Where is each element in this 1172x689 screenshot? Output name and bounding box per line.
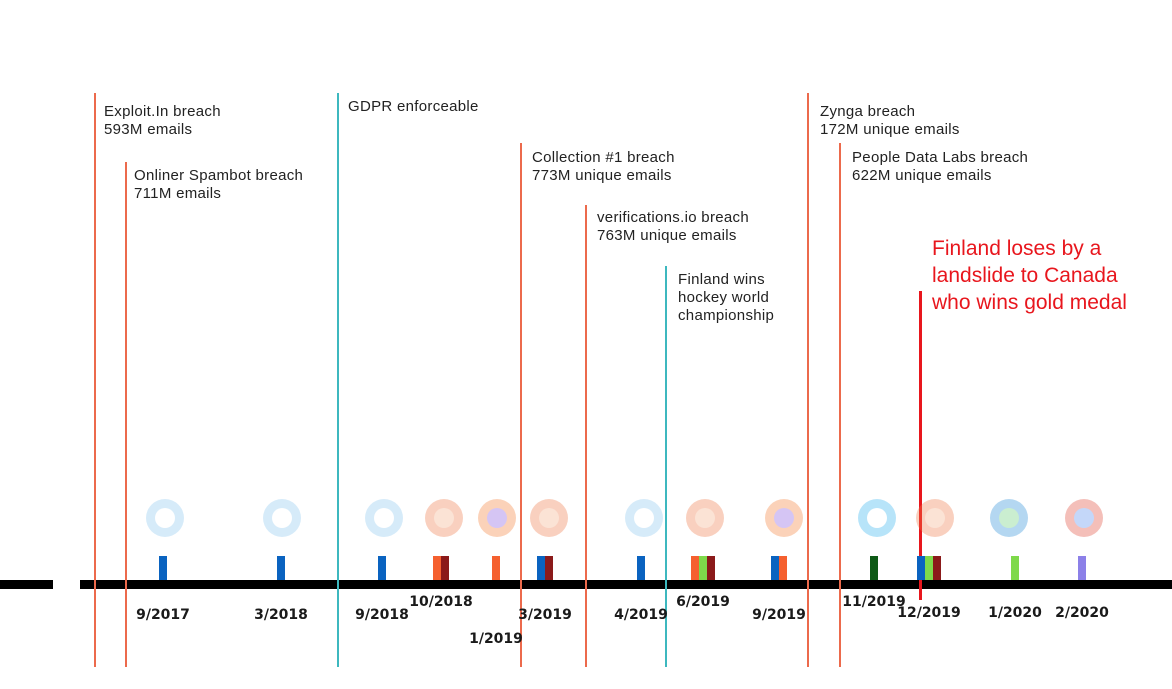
annotation-text: Finland loses by a landslide to Canada w… — [932, 235, 1127, 316]
timeline-axis-left — [0, 580, 53, 589]
event-label: Exploit.In breach 593M emails — [104, 103, 221, 139]
event-detail: 773M unique emails — [532, 167, 672, 184]
event-title: Zynga breach — [820, 103, 916, 120]
event-title: Finland wins — [678, 271, 765, 288]
release-date-label: 10/2018 — [409, 594, 473, 610]
safari-icon — [624, 498, 664, 538]
release-date-label: 1/2019 — [469, 631, 523, 647]
event-label: Collection #1 breach 773M unique emails — [532, 149, 675, 185]
event-detail: hockey world — [678, 289, 770, 306]
event-line — [520, 143, 522, 667]
release-bar-purple — [1078, 556, 1086, 580]
annotation-line-2: landslide to Canada — [932, 264, 1118, 287]
release-date-label: 9/2017 — [136, 607, 190, 623]
release-bar-darkgreen — [870, 556, 878, 580]
event-label: Onliner Spambot breach 711M emails — [134, 167, 303, 203]
release-date-label: 4/2019 — [614, 607, 668, 623]
release-bar-orange — [691, 556, 699, 580]
brave-icon — [424, 498, 464, 538]
event-detail: 763M unique emails — [597, 227, 737, 244]
annotation-line-1: Finland loses by a — [932, 237, 1102, 260]
release-bar-orange — [492, 556, 500, 580]
release-bar-green — [925, 556, 933, 580]
firefox-icon — [477, 498, 517, 538]
release-bar-blue — [771, 556, 779, 580]
release-bar-blue — [378, 556, 386, 580]
release-date-label: 3/2019 — [518, 607, 572, 623]
release-date-label: 3/2018 — [254, 607, 308, 623]
release-bar-darkred — [707, 556, 715, 580]
event-detail: 711M emails — [134, 185, 222, 202]
event-title: verifications.io breach — [597, 209, 749, 226]
release-date-label: 1/2020 — [988, 605, 1042, 621]
release-bar-blue — [277, 556, 285, 580]
event-label: People Data Labs breach 622M unique email… — [852, 149, 1028, 185]
release-date-label: 9/2018 — [355, 607, 409, 623]
safari-icon — [364, 498, 404, 538]
chrome-icon — [1064, 498, 1104, 538]
release-date-label: 11/2019 — [842, 594, 906, 610]
event-label: verifications.io breach 763M unique email… — [597, 209, 749, 245]
firefox-icon — [764, 498, 804, 538]
safari-icon — [262, 498, 302, 538]
event-label: GDPR enforceable — [348, 98, 479, 116]
safari-icon — [145, 498, 185, 538]
release-bar-darkred — [545, 556, 553, 580]
release-bar-green — [699, 556, 707, 580]
brave-icon — [685, 498, 725, 538]
release-bar-orange — [779, 556, 787, 580]
release-bar-darkred — [441, 556, 449, 580]
release-bar-darkred — [933, 556, 941, 580]
event-line — [337, 93, 339, 667]
event-detail: 622M unique emails — [852, 167, 992, 184]
release-bar-blue — [637, 556, 645, 580]
brave-icon — [915, 498, 955, 538]
cursor-icon — [857, 498, 897, 538]
release-bar-green — [1011, 556, 1019, 580]
event-title: Collection #1 breach — [532, 149, 675, 166]
release-bar-blue — [537, 556, 545, 580]
release-date-label: 12/2019 — [897, 605, 961, 621]
event-detail: 172M unique emails — [820, 121, 960, 138]
release-bar-orange — [433, 556, 441, 580]
event-line — [839, 143, 841, 667]
event-title: People Data Labs breach — [852, 149, 1029, 166]
annotation-line — [919, 291, 922, 600]
brave-icon — [529, 498, 569, 538]
timeline-axis — [80, 580, 1172, 589]
event-line — [665, 266, 667, 667]
event-line — [125, 162, 127, 667]
event-label: Finland wins hockey world championship — [678, 271, 774, 325]
event-line — [807, 93, 809, 667]
release-bar-blue — [159, 556, 167, 580]
event-label: Zynga breach 172M unique emails — [820, 103, 960, 139]
event-title: Onliner Spambot breach — [134, 167, 304, 184]
release-date-label: 9/2019 — [752, 607, 806, 623]
release-date-label: 6/2019 — [676, 594, 730, 610]
event-title: GDPR enforceable — [348, 98, 479, 115]
release-date-label: 2/2020 — [1055, 605, 1109, 621]
release-bar-blue — [917, 556, 925, 580]
annotation-line-3: who wins gold medal — [932, 291, 1127, 314]
event-line — [94, 93, 96, 667]
edge-icon — [989, 498, 1029, 538]
event-line — [585, 205, 587, 667]
event-title: Exploit.In breach — [104, 103, 221, 120]
event-detail2: championship — [678, 307, 775, 324]
event-detail: 593M emails — [104, 121, 193, 138]
